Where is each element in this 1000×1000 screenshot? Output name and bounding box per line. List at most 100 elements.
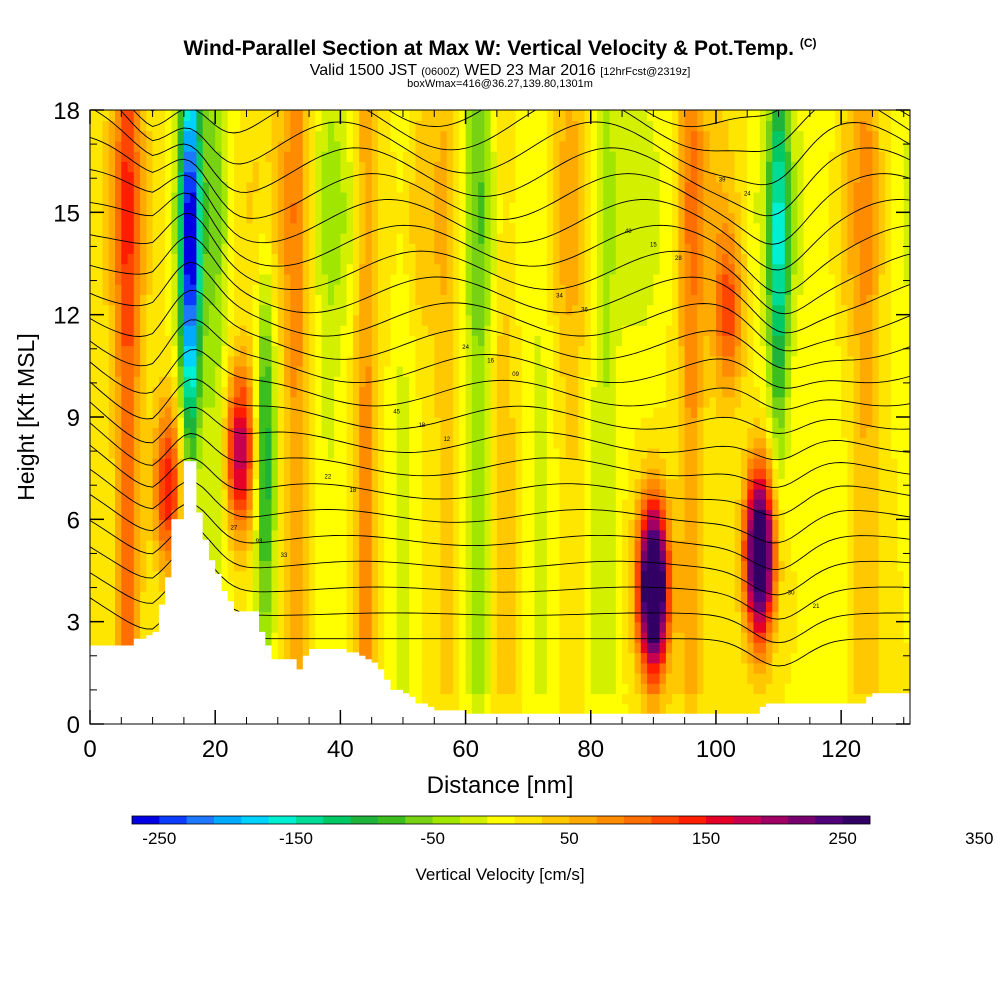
field-cell: [302, 284, 310, 295]
field-cell: [565, 212, 573, 224]
field-cell: [121, 631, 129, 643]
field-cell: [234, 191, 242, 203]
field-cell: [140, 243, 148, 254]
field-cell: [534, 591, 542, 602]
field-cell: [553, 468, 561, 480]
field-cell: [265, 386, 273, 398]
field-cell: [90, 570, 98, 582]
field-cell: [371, 611, 379, 623]
field-cell: [96, 243, 104, 254]
field-cell: [384, 253, 392, 265]
field-cell: [146, 263, 154, 275]
field-cell: [284, 591, 292, 602]
field-cell: [227, 427, 235, 439]
field-cell: [252, 601, 260, 613]
field-cell: [534, 222, 542, 234]
field-cell: [484, 580, 492, 592]
field-cell: [90, 171, 98, 183]
field-cell: [183, 181, 191, 193]
field-cell: [503, 519, 511, 531]
field-cell: [146, 396, 154, 408]
field-cell: [440, 672, 448, 684]
field-cell: [428, 662, 436, 674]
field-cell: [165, 570, 173, 582]
field-cell: [265, 110, 273, 121]
field-cell: [603, 631, 611, 643]
field-cell: [428, 509, 436, 521]
field-cell: [90, 376, 98, 388]
field-cell: [296, 202, 304, 214]
field-cell: [309, 601, 317, 613]
field-cell: [284, 335, 292, 347]
field-cell: [246, 171, 254, 183]
field-cell: [152, 447, 160, 459]
field-cell: [553, 427, 561, 439]
field-cell: [503, 591, 511, 602]
field-cell: [597, 652, 605, 664]
field-cell: [96, 232, 104, 244]
field-cell: [565, 437, 573, 449]
field-cell: [102, 232, 110, 244]
field-cell: [603, 396, 611, 408]
field-cell: [590, 703, 598, 715]
field-cell: [277, 253, 285, 265]
field-cell: [559, 631, 567, 643]
field-cell: [415, 591, 423, 602]
field-cell: [271, 560, 279, 572]
field-cell: [302, 631, 310, 643]
field-cell: [165, 263, 173, 275]
field-cell: [490, 304, 498, 316]
field-cell: [240, 417, 248, 428]
field-cell: [290, 150, 298, 162]
field-cell: [208, 304, 216, 316]
field-cell: [553, 519, 561, 531]
field-cell: [603, 376, 611, 388]
field-cell: [284, 263, 292, 275]
field-cell: [515, 324, 523, 336]
field-cell: [453, 611, 461, 623]
field-cell: [234, 335, 242, 347]
field-cell: [553, 447, 561, 459]
field-cell: [546, 191, 554, 203]
field-cell: [140, 509, 148, 521]
field-cell: [321, 150, 329, 162]
field-cell: [346, 212, 354, 224]
field-cell: [127, 222, 135, 234]
field-cell: [340, 243, 348, 254]
field-cell: [340, 181, 348, 193]
field-cell: [484, 191, 492, 203]
field-cell: [108, 110, 116, 121]
field-cell: [503, 365, 511, 377]
field-cell: [271, 550, 279, 561]
field-cell: [352, 570, 360, 582]
field-cell: [415, 294, 423, 306]
field-cell: [534, 355, 542, 367]
field-cell: [534, 642, 542, 654]
field-cell: [227, 222, 235, 234]
field-cell: [321, 509, 329, 521]
field-cell: [440, 232, 448, 244]
field-cell: [478, 130, 486, 142]
field-cell: [459, 355, 467, 367]
field-cell: [284, 120, 292, 132]
field-cell: [296, 120, 304, 132]
field-cell: [165, 509, 173, 521]
field-cell: [421, 150, 429, 162]
field-cell: [334, 253, 342, 265]
field-cell: [152, 529, 160, 541]
field-cell: [572, 621, 580, 633]
field-cell: [515, 140, 523, 152]
field-cell: [465, 642, 473, 654]
field-cell: [478, 601, 486, 613]
field-cell: [140, 324, 148, 336]
field-cell: [478, 580, 486, 592]
field-cell: [540, 570, 548, 582]
field-cell: [515, 396, 523, 408]
field-cell: [346, 253, 354, 265]
field-cell: [346, 457, 354, 469]
field-cell: [190, 263, 198, 275]
field-cell: [240, 427, 248, 439]
field-cell: [521, 478, 529, 490]
field-cell: [496, 580, 504, 592]
field-cell: [152, 171, 160, 183]
